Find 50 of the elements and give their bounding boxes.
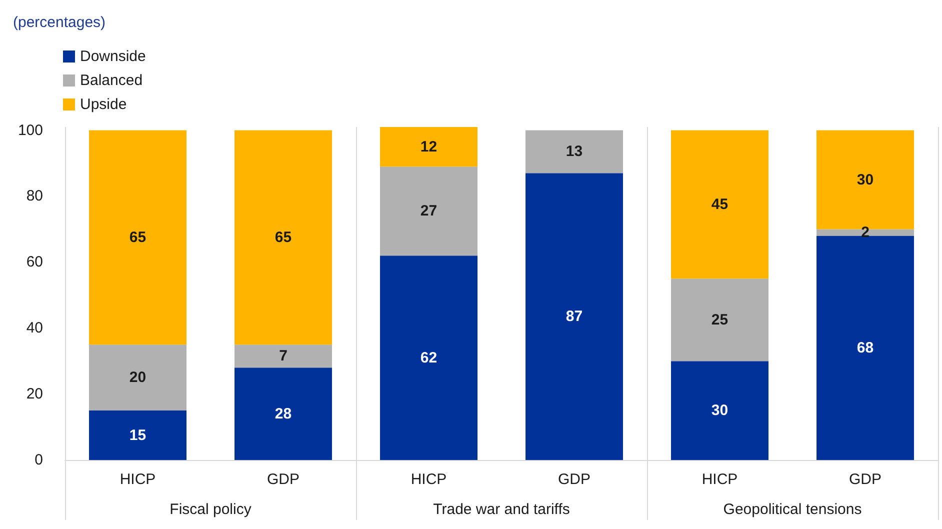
bar	[380, 166, 478, 256]
bar	[671, 278, 768, 362]
x-tick-label: HICP	[120, 471, 156, 488]
bar	[234, 368, 332, 460]
text: (percentages)	[13, 14, 106, 31]
bar	[380, 256, 478, 460]
bar	[526, 173, 623, 460]
data-label: 87	[566, 308, 583, 326]
data-label: 25	[711, 311, 728, 328]
legend-label: Balanced	[80, 72, 143, 89]
data-label: 28	[274, 405, 292, 422]
data-label: 65	[274, 228, 292, 246]
bar	[89, 344, 186, 411]
bar	[671, 130, 768, 279]
data-label: 15	[129, 426, 146, 444]
x-tick-label: GDP	[558, 471, 591, 488]
bar	[89, 130, 186, 345]
data-label: 68	[856, 339, 874, 356]
bar	[380, 127, 478, 167]
data-label: 13	[566, 143, 583, 160]
text: Trade war and tariffs	[433, 501, 570, 518]
x-tick-label: GDP	[848, 471, 882, 488]
x-tick-label: HICP	[702, 471, 738, 488]
bar	[89, 410, 186, 460]
y-tick-label: 80	[26, 188, 43, 205]
y-tick-label: 40	[26, 320, 43, 337]
bar	[671, 361, 768, 460]
data-label: 27	[420, 202, 438, 220]
bar	[816, 236, 914, 460]
y-tick-label: 0	[34, 452, 43, 468]
data-label: 7	[279, 348, 288, 365]
data-label: 45	[711, 196, 728, 213]
data-label: 30	[856, 171, 874, 188]
x-tick-label: HICP	[410, 471, 447, 488]
x-tick-label: GDP	[266, 471, 300, 488]
y-tick-label: 60	[26, 254, 43, 271]
y-tick-label: 100	[18, 122, 43, 139]
data-label: 62	[420, 349, 438, 366]
data-label: 12	[420, 138, 438, 156]
data-label: 65	[129, 228, 146, 246]
legend-label: Downside	[80, 48, 146, 65]
data-label: 30	[711, 402, 728, 420]
y-tick-label: 20	[26, 386, 43, 403]
bar	[234, 130, 332, 345]
bar	[234, 344, 332, 368]
data-label: 20	[129, 369, 146, 386]
bar	[526, 130, 623, 174]
legend-label: Upside	[80, 96, 127, 113]
text: Fiscal policy	[170, 501, 252, 518]
text: Geopolitical tensions	[723, 501, 862, 518]
